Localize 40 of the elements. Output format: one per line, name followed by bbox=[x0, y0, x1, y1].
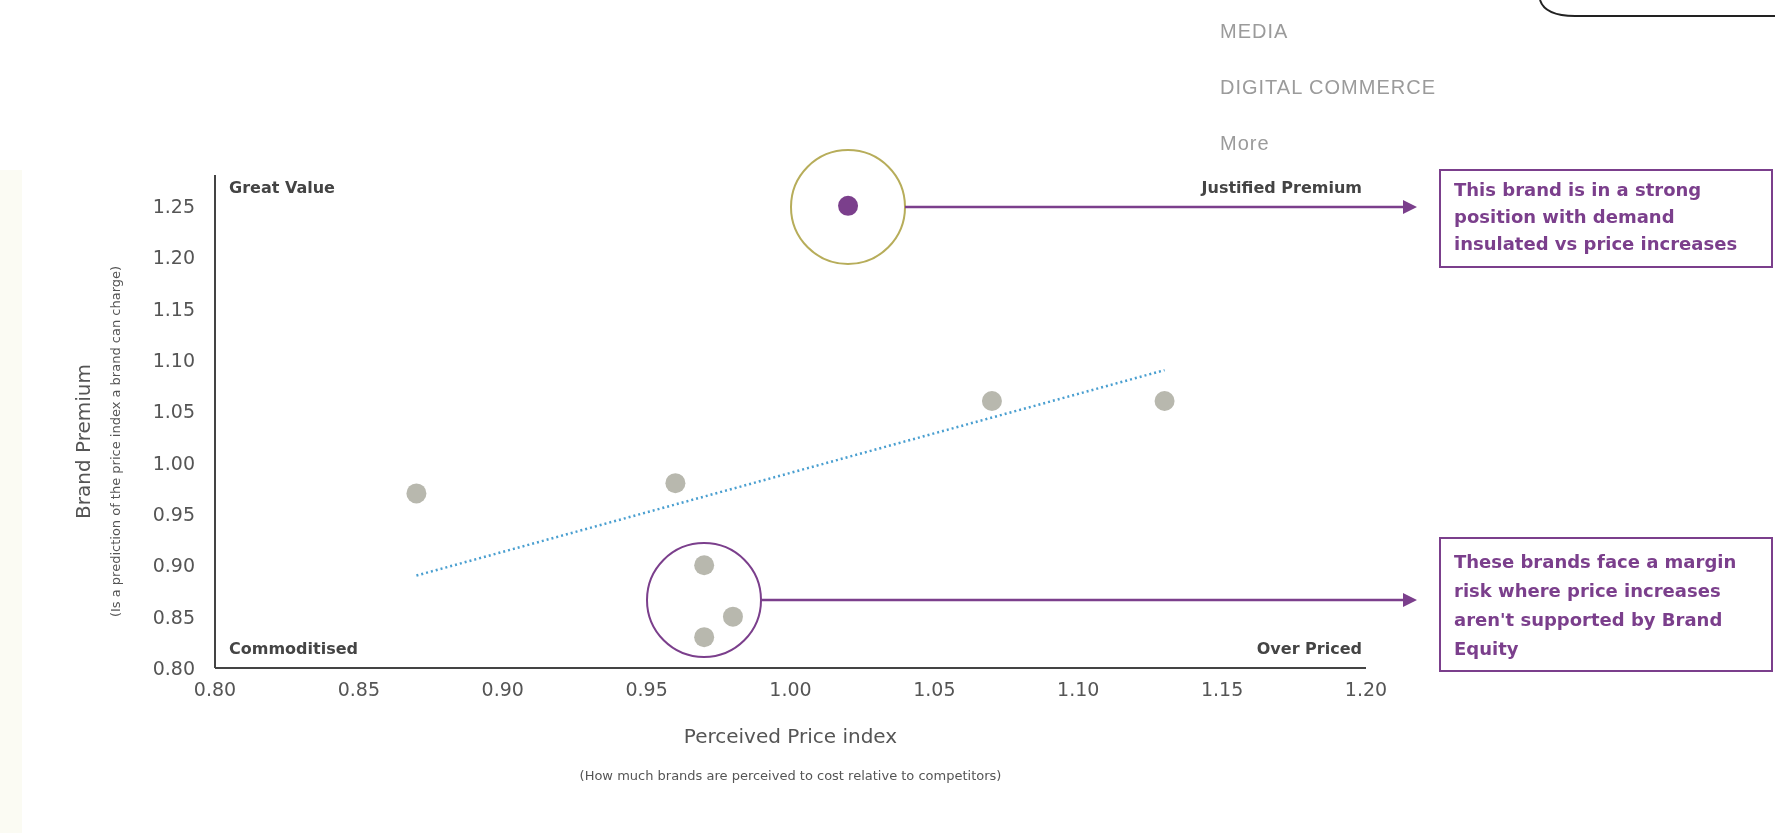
y-tick-label: 1.00 bbox=[152, 451, 195, 474]
x-tick-label: 0.90 bbox=[481, 678, 524, 700]
x-tick-label: 1.00 bbox=[769, 678, 812, 700]
annotation: Justified Premium bbox=[1200, 178, 1362, 197]
point bbox=[694, 627, 715, 648]
y-axis-title: Brand Premium bbox=[71, 364, 95, 519]
text: These brands face a margin risk where price increases aren't supported by Brand Equity bbox=[1454, 551, 1737, 659]
y-tick-label: 0.85 bbox=[152, 605, 195, 628]
annotation: Over Priced bbox=[1256, 639, 1362, 658]
text: MEDIA bbox=[1220, 20, 1289, 42]
x-tick-label: 0.85 bbox=[337, 678, 381, 700]
x-tick-label: 1.20 bbox=[1344, 678, 1388, 700]
text: (Is a prediction of the price index a brand can charge) bbox=[108, 265, 123, 618]
annotation: Commoditised bbox=[229, 639, 358, 658]
x-tick-label: 1.05 bbox=[913, 678, 956, 700]
point bbox=[722, 606, 743, 627]
y-tick-label: 0.90 bbox=[152, 554, 195, 577]
y-tick-label: 1.05 bbox=[152, 400, 195, 423]
point bbox=[694, 555, 715, 576]
text: (How much brands are perceived to cost relative to competitors) bbox=[579, 768, 1002, 783]
y-tick-label: 0.80 bbox=[152, 657, 195, 679]
point bbox=[1154, 390, 1175, 411]
x-tick-label: 1.15 bbox=[1200, 678, 1244, 700]
x-axis-title: Perceived Price index bbox=[683, 724, 898, 748]
x-tick-label: 0.95 bbox=[625, 678, 668, 700]
text: More bbox=[1220, 132, 1270, 154]
point bbox=[665, 473, 686, 494]
text: DIGITAL COMMERCE bbox=[1220, 76, 1437, 98]
y-tick-label: 1.25 bbox=[152, 194, 195, 217]
y-tick-label: 1.20 bbox=[152, 246, 195, 269]
x-tick-label: 1.10 bbox=[1057, 678, 1100, 700]
point bbox=[838, 195, 859, 216]
annotation: Great Value bbox=[229, 178, 336, 197]
y-tick-label: 1.15 bbox=[152, 297, 195, 320]
y-tick-label: 0.95 bbox=[152, 502, 195, 525]
x-tick-label: 0.80 bbox=[193, 678, 237, 700]
point bbox=[406, 483, 427, 504]
text: This brand is in a strong position with demand insulated vs price increases bbox=[1454, 179, 1738, 254]
point bbox=[981, 390, 1002, 411]
y-tick-label: 1.10 bbox=[152, 348, 195, 371]
